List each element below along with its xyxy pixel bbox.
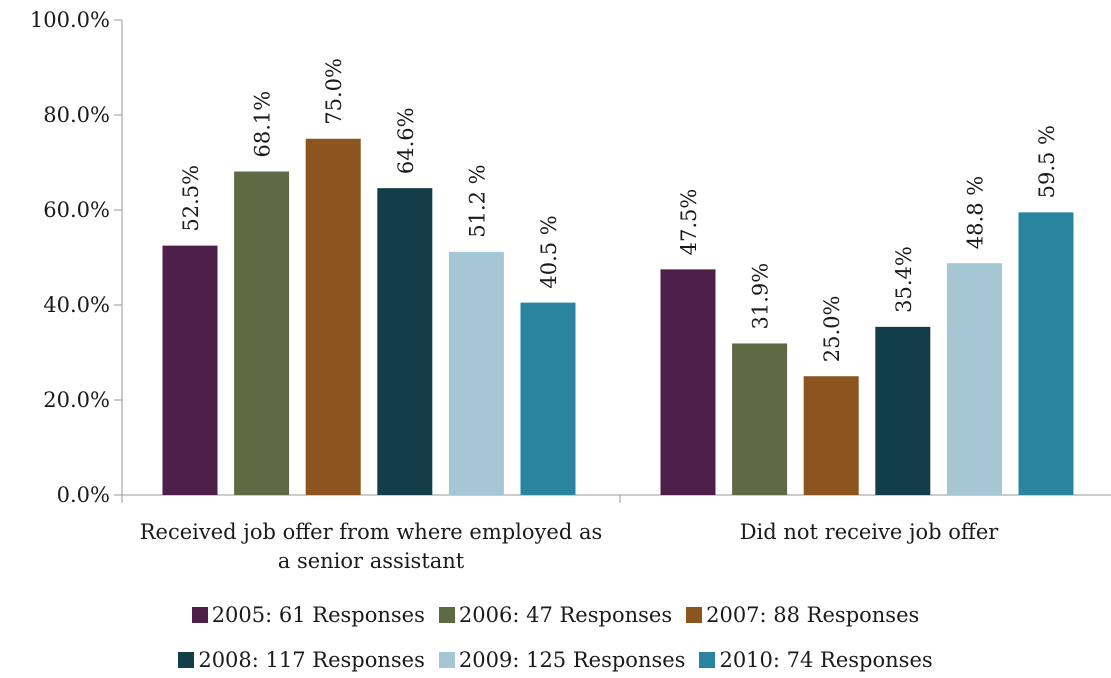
data-label: 75.0%: [322, 58, 346, 125]
bar: [305, 138, 361, 495]
bar: [162, 245, 218, 495]
bar: [1018, 212, 1074, 495]
legend-label: 2008: 117 Responses: [198, 648, 425, 672]
legend-item-2010: 2010: 74 Responses: [699, 645, 933, 675]
x-category-label: Did not receive job offer: [740, 520, 1000, 544]
bar: [520, 302, 576, 495]
legend-row-2: 2008: 117 Responses 2009: 125 Responses …: [0, 645, 1111, 675]
data-label: 52.5%: [179, 165, 203, 232]
y-tick-label: 100.0%: [30, 8, 110, 32]
y-tick-label: 80.0%: [43, 103, 110, 127]
data-label: 25.0%: [820, 296, 844, 363]
legend-swatch: [438, 607, 455, 623]
legend-item-2009: 2009: 125 Responses: [438, 645, 686, 675]
legend-swatch: [178, 652, 195, 668]
y-tick-label: 20.0%: [43, 388, 110, 412]
data-label: 68.1%: [251, 91, 275, 158]
bar: [875, 326, 931, 495]
bar: [946, 263, 1002, 495]
bar: [234, 171, 290, 495]
data-label: 47.5%: [677, 189, 701, 256]
bar: [803, 376, 859, 495]
legend-label: 2009: 125 Responses: [458, 648, 686, 672]
data-label: 40.5 %: [537, 215, 561, 288]
legend-item-2006: 2006: 47 Responses: [438, 600, 673, 630]
legend-label: 2007: 88 Responses: [706, 603, 920, 627]
y-axis: 0.0% 20.0% 40.0% 60.0% 80.0% 100.0%: [30, 8, 123, 507]
bar: [660, 269, 716, 495]
data-label: 35.4%: [892, 246, 916, 313]
value-labels: 52.5% 47.5% 68.1% 31.9% 75.0% 25.0% 64.6% 35.4%…: [179, 58, 1059, 362]
bar-chart: 0.0% 20.0% 40.0% 60.0% 80.0% 100.0% Received …: [30, 8, 1111, 573]
bar: [732, 343, 788, 495]
legend-item-2007: 2007: 88 Responses: [686, 600, 919, 630]
legend-label: 2010: 74 Responses: [719, 648, 933, 672]
bars: [162, 138, 1074, 495]
data-label: 59.5 %: [1035, 125, 1059, 198]
legend-item-2005: 2005: 61 Responses: [191, 600, 425, 630]
x-axis: Received job offer from where employed a…: [121, 494, 1111, 573]
y-tick-label: 60.0%: [43, 198, 110, 222]
legend-item-2008: 2008: 117 Responses: [178, 645, 425, 675]
data-label: 31.9%: [749, 263, 773, 330]
x-category-label: a senior assistant: [278, 549, 465, 573]
legend-swatch: [699, 652, 716, 668]
y-tick-label: 40.0%: [43, 293, 110, 317]
bar: [377, 188, 433, 495]
legend-row-1: 2005: 61 Responses 2006: 47 Responses 20…: [0, 600, 1111, 630]
data-label: 48.8 %: [963, 176, 987, 249]
legend-swatch: [686, 607, 703, 623]
legend-label: 2005: 61 Responses: [211, 603, 425, 627]
data-label: 64.6%: [394, 107, 418, 174]
legend-label: 2006: 47 Responses: [458, 603, 673, 627]
y-tick-label: 0.0%: [57, 483, 110, 507]
x-category-label: Received job offer from where employed a…: [140, 520, 603, 544]
legend-swatch: [191, 607, 208, 623]
data-label: 51.2 %: [465, 164, 489, 237]
bar: [448, 251, 504, 495]
legend-swatch: [438, 652, 455, 668]
